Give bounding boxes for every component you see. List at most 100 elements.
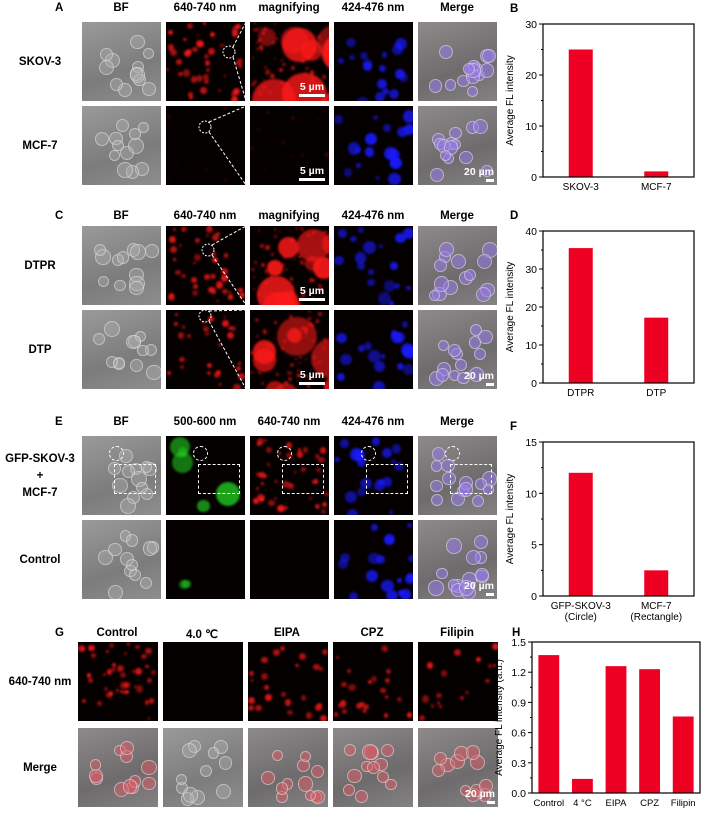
cell-signal (322, 75, 326, 80)
cell-signal (311, 480, 315, 484)
roi-circle (193, 446, 208, 461)
cell-signal (270, 73, 275, 78)
cell-signal (265, 694, 272, 701)
cell-outline (481, 164, 494, 177)
cell-signal (230, 96, 238, 101)
cell-outline (215, 783, 232, 799)
cell-signal (286, 96, 290, 100)
y-axis-label: Average FL intensity (505, 474, 516, 565)
cell-signal (202, 22, 206, 26)
cell-signal (314, 83, 317, 86)
cell-outline (93, 332, 106, 345)
scale-label: 20 µm (464, 370, 494, 382)
cell-signal (308, 317, 311, 320)
cell-signal (305, 66, 309, 71)
scale-bar: 5 µm (299, 81, 325, 97)
cell-signal (397, 363, 405, 371)
cell-signal (340, 552, 351, 563)
cell-signal (354, 251, 367, 264)
bar (538, 655, 560, 793)
cell-signal (297, 369, 301, 373)
cell-signal (319, 288, 324, 292)
cell-signal (406, 712, 413, 718)
cell-signal (282, 62, 286, 67)
cell-signal (88, 644, 95, 652)
cell-outline (468, 366, 485, 383)
cell-signal (97, 700, 103, 706)
cell-signal (223, 74, 227, 78)
cell-signal (371, 675, 378, 682)
cell-signal (295, 249, 300, 254)
cell-signal (289, 229, 291, 232)
cell-outline (451, 254, 467, 270)
micrograph (163, 642, 243, 721)
cell-signal (349, 592, 359, 599)
micrograph (82, 106, 161, 185)
y-tick-label: 15 (525, 437, 537, 449)
cell-signal (343, 168, 353, 177)
micrograph (82, 310, 161, 389)
row-label-line: MCF-7 (22, 139, 58, 152)
cell-signal (324, 372, 329, 389)
cell-outline (112, 477, 128, 494)
cell-signal (323, 383, 328, 388)
cell-signal (303, 326, 308, 331)
cell-outline (94, 131, 110, 146)
cell-signal (222, 107, 227, 111)
cell-signal (319, 447, 327, 454)
cell-signal (323, 231, 327, 235)
cell-outline (261, 771, 276, 786)
cell-signal (204, 53, 210, 59)
cell-signal (378, 292, 392, 305)
cell-signal (257, 229, 261, 233)
micrograph (334, 520, 413, 599)
cell-signal (341, 699, 347, 705)
y-tick-label: 10 (525, 121, 537, 133)
roi-circle (361, 446, 376, 461)
cell-signal (280, 646, 286, 652)
cell-signal (182, 579, 192, 589)
cell-signal (257, 349, 261, 353)
cell-signal (173, 228, 177, 232)
cell-signal (264, 66, 267, 69)
cell-signal (316, 319, 321, 323)
cell-signal (318, 259, 321, 263)
roi-circle (277, 446, 292, 461)
cell-signal (264, 281, 269, 286)
x-tick-label: Control (533, 798, 564, 809)
cell-signal (168, 235, 177, 244)
cell-signal (488, 663, 493, 668)
cell-signal (394, 461, 404, 472)
cell-signal (303, 329, 309, 334)
cell-signal (348, 684, 356, 692)
cell-signal (238, 292, 245, 299)
cell-outline (200, 765, 213, 778)
cell-signal (318, 256, 320, 259)
cell-signal (306, 234, 310, 238)
cell-signal (316, 467, 321, 473)
cell-signal (207, 48, 215, 56)
micrograph: 20 µm (418, 728, 498, 807)
cell-outline (459, 150, 473, 165)
cell-signal (310, 69, 315, 74)
cell-signal (338, 228, 348, 238)
cell-outline (126, 334, 141, 350)
cell-signal (179, 580, 188, 589)
cell-signal (337, 57, 344, 64)
cell-signal (268, 499, 275, 507)
panel-letter-D: D (510, 210, 519, 222)
cell-signal (383, 124, 391, 133)
cell-signal (284, 699, 292, 706)
micrograph: 5 µm (250, 106, 329, 185)
column-header: 640-740 nm (173, 2, 237, 14)
cell-signal (347, 142, 361, 155)
cell-signal (310, 377, 314, 380)
cell-signal (283, 381, 288, 385)
cell-signal (318, 361, 321, 364)
cell-signal (265, 245, 270, 250)
cell-signal (82, 698, 87, 703)
cell-outline (176, 773, 188, 785)
cell-signal (381, 447, 392, 458)
cell-signal (259, 498, 263, 502)
cell-signal (196, 33, 200, 37)
